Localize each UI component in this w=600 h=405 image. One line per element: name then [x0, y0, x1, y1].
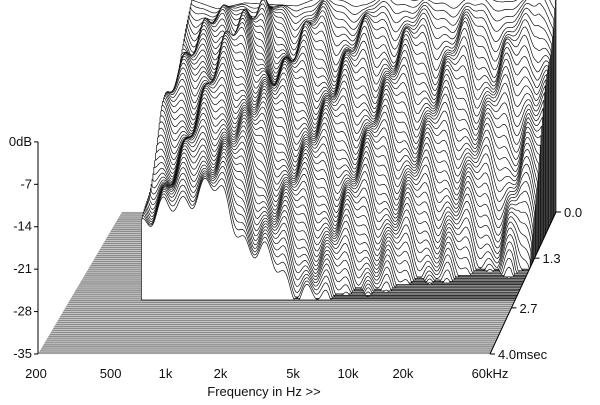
x-axis-title: Frequency in Hz >>: [207, 384, 320, 399]
x-tick-label: 5k: [286, 366, 300, 381]
axes: 0dB -7 -14 -21 -28 -35 200 500 1k 2k 5k 10k 20k 60kH…: [9, 134, 582, 399]
y-tick-label: -21: [13, 261, 32, 276]
time-tick-label: 1.3: [543, 251, 561, 266]
time-tick-label: 4.0msec: [498, 347, 548, 362]
time-axis-line: [489, 211, 557, 355]
y-tick-label: -14: [13, 219, 32, 234]
y-tick-label: -28: [13, 304, 32, 319]
x-tick-label: 500: [100, 366, 122, 381]
time-tick-label: 0.0: [564, 205, 582, 220]
time-ticks: 0.0 1.3 2.7 4.0msec: [489, 205, 582, 362]
decay-slice: [141, 177, 516, 301]
x-tick-label: 10k: [338, 366, 359, 381]
y-tick-label: 0dB: [9, 134, 32, 149]
y-tick-label: -35: [13, 346, 32, 361]
x-tick-label: 1k: [159, 366, 173, 381]
x-ticks: 200 500 1k 2k 5k 10k 20k 60kHz: [25, 366, 508, 381]
x-tick-label: 20k: [392, 366, 413, 381]
x-tick-label: 60kHz: [472, 366, 509, 381]
x-tick-label: 2k: [214, 366, 228, 381]
time-tick-label: 2.7: [519, 301, 537, 316]
y-ticks: 0dB -7 -14 -21 -28 -35: [9, 134, 38, 361]
y-tick-label: -7: [20, 176, 32, 191]
decay-slices: [141, 0, 557, 301]
x-tick-label: 200: [25, 366, 47, 381]
